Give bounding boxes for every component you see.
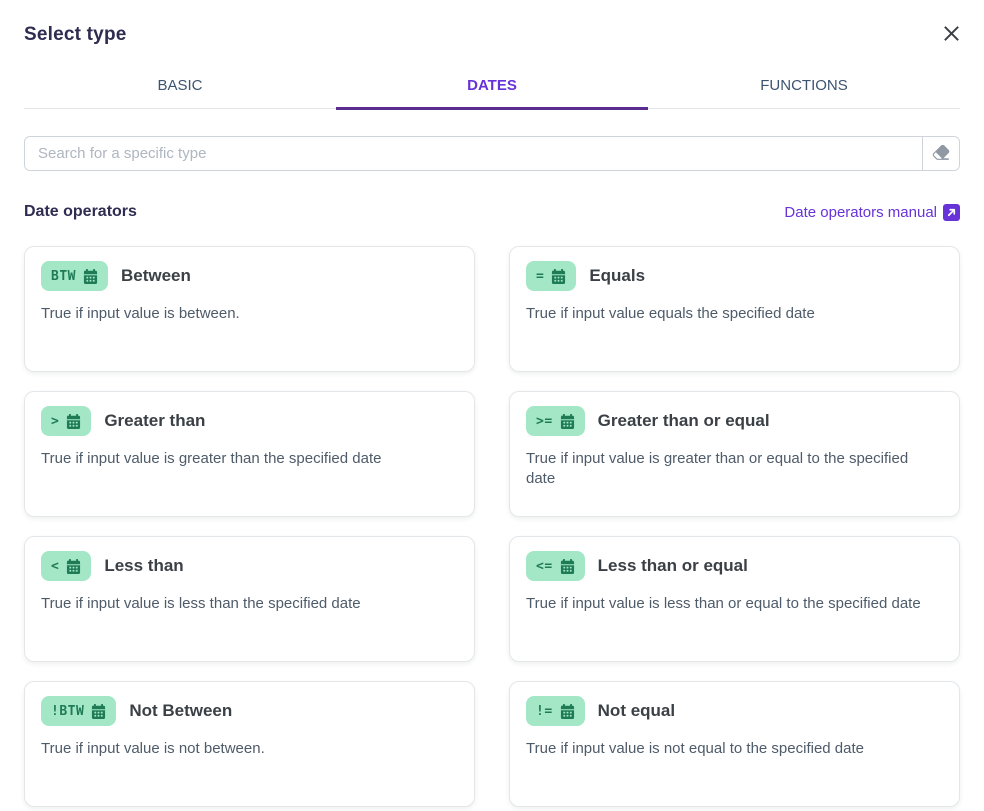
- operator-title: Not Between: [129, 701, 233, 720]
- operator-title: Less than or equal: [597, 556, 748, 575]
- operator-description: True if input value is between.: [41, 305, 240, 322]
- eraser-icon: [932, 143, 950, 164]
- operator-card[interactable]: >= Greater than o: [509, 391, 960, 517]
- operator-card-header: <= Less than or e: [526, 551, 943, 581]
- search-input[interactable]: [25, 137, 922, 170]
- close-icon: [943, 25, 960, 42]
- calendar-icon: [91, 703, 106, 719]
- calendar-icon: [560, 558, 575, 574]
- operator-title: Less than: [104, 556, 184, 575]
- tab-basic[interactable]: BASIC: [24, 67, 336, 110]
- operator-card-header: !BTW Not Between: [41, 696, 458, 726]
- modal-header: Select type: [24, 24, 960, 46]
- tab-functions[interactable]: FUNCTIONS: [648, 67, 960, 110]
- operator-badge: BTW: [41, 261, 108, 291]
- operator-card[interactable]: !BTW Not Between: [24, 681, 475, 807]
- calendar-icon: [560, 703, 575, 719]
- operator-symbol: =: [536, 268, 545, 284]
- tab-dates[interactable]: DATES: [336, 67, 648, 110]
- operator-card[interactable]: != Not equal: [509, 681, 960, 807]
- calendar-icon: [560, 413, 575, 429]
- operator-card[interactable]: > Greater than: [24, 391, 475, 517]
- operator-card[interactable]: <= Less than or e: [509, 536, 960, 662]
- operator-card[interactable]: = Equals: [509, 246, 960, 372]
- operator-card-header: >= Greater than o: [526, 406, 943, 436]
- calendar-icon: [551, 268, 566, 284]
- operator-badge: <: [41, 551, 92, 581]
- operator-badge: =: [526, 261, 577, 291]
- search-clear-button[interactable]: [922, 137, 959, 170]
- operator-card-grid: BTW Between: [24, 246, 960, 807]
- operator-symbol: <=: [536, 558, 553, 574]
- manual-link-label: Date operators manual: [784, 203, 937, 221]
- operator-card-header: > Greater than: [41, 406, 458, 436]
- calendar-icon: [66, 558, 81, 574]
- calendar-icon: [83, 268, 98, 284]
- operator-title: Not equal: [597, 701, 676, 720]
- operator-description: True if input value is less than or equa…: [526, 595, 921, 612]
- external-link-icon: [943, 203, 960, 221]
- operator-description: True if input value is not between.: [41, 740, 265, 757]
- operator-description: True if input value is greater than the …: [41, 450, 382, 467]
- operator-symbol: !=: [536, 703, 553, 719]
- operator-description: True if input value is less than the spe…: [41, 595, 361, 612]
- operator-symbol: BTW: [51, 268, 76, 284]
- operator-description: True if input value equals the specified…: [526, 305, 815, 322]
- calendar-icon: [66, 413, 81, 429]
- operator-symbol: >: [51, 413, 60, 429]
- section-heading: Date operators: [24, 203, 137, 220]
- search-group: [24, 136, 960, 171]
- operator-title: Between: [120, 266, 191, 285]
- operator-badge: <=: [526, 551, 585, 581]
- operator-title: Greater than: [104, 411, 206, 430]
- date-operators-manual-link[interactable]: Date operators manual: [784, 203, 960, 221]
- operator-card-header: != Not equal: [526, 696, 943, 726]
- operator-badge: !=: [526, 696, 585, 726]
- operator-badge: !BTW: [41, 696, 117, 726]
- operator-badge: >=: [526, 406, 585, 436]
- operator-description: True if input value is greater than or e…: [526, 450, 909, 488]
- operator-title: Equals: [589, 266, 646, 285]
- modal-title: Select type: [24, 24, 127, 45]
- close-button[interactable]: [943, 25, 960, 42]
- operator-symbol: !BTW: [51, 703, 85, 719]
- operator-badge: >: [41, 406, 92, 436]
- operator-description: True if input value is not equal to the …: [526, 740, 864, 757]
- operator-title: Greater than or equal: [597, 411, 770, 430]
- operator-card[interactable]: BTW Between: [24, 246, 475, 372]
- tab-bar: BASIC DATES FUNCTIONS: [24, 67, 960, 110]
- operator-symbol: >=: [536, 413, 553, 429]
- operator-card-header: BTW Between: [41, 261, 458, 291]
- operator-card[interactable]: < Less than: [24, 536, 475, 662]
- section-header-row: Date operators Date operators manual: [24, 203, 960, 221]
- operator-card-header: = Equals: [526, 261, 943, 291]
- operator-card-header: < Less than: [41, 551, 458, 581]
- operator-symbol: <: [51, 558, 60, 574]
